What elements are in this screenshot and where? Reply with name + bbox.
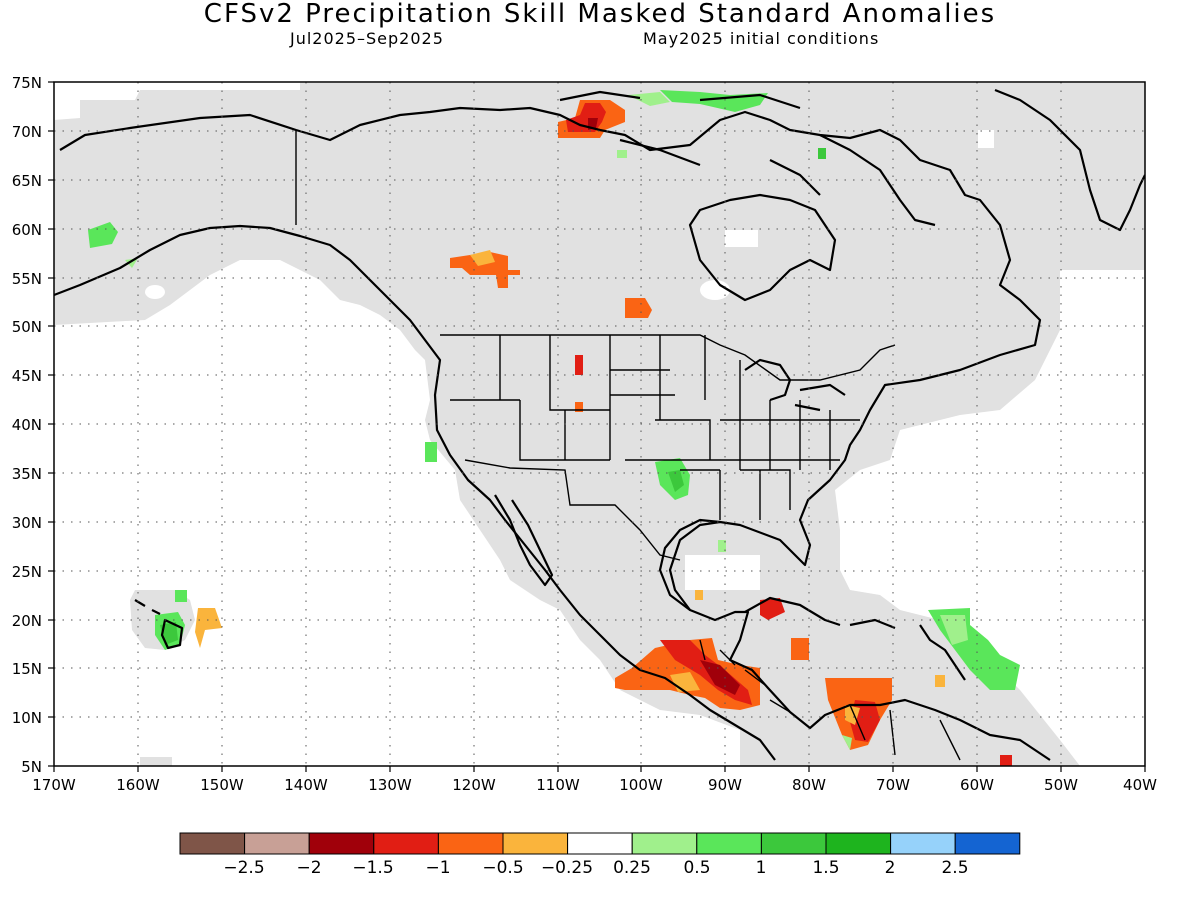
colorbar-label: 1.5 (812, 858, 839, 878)
coastline-baffin (819, 134, 936, 227)
colorbar-label: −1.5 (352, 858, 393, 878)
latitude-labels: 75N 70N 65N 60N 55N 50N 45N 40N 35N 30N … (12, 74, 42, 776)
forecast-period: Jul2025–Sep2025 (290, 29, 444, 48)
borders-central-america (699, 639, 791, 713)
lon-label: 130W (368, 776, 412, 794)
lon-label: 160W (116, 776, 160, 794)
lon-label: 50W (1044, 776, 1078, 794)
lon-label: 120W (452, 776, 496, 794)
border-us-canada (440, 334, 896, 381)
lat-label: 75N (12, 74, 42, 92)
anomaly-negative-cuba (760, 598, 785, 620)
colorbar-swatch (567, 832, 633, 855)
anomaly-negative-montana (575, 355, 583, 375)
coastline-hispaniola (849, 618, 896, 630)
anomaly-negative-canada (450, 252, 520, 288)
colorbar-swatch (502, 832, 569, 855)
colorbar-label: −2 (296, 858, 321, 878)
lat-label: 65N (12, 172, 42, 190)
lat-label: 15N (12, 660, 42, 678)
initial-conditions: May2025 initial conditions (643, 29, 880, 48)
coastline-great-lakes (744, 358, 846, 412)
colorbar-label: 2 (885, 858, 896, 878)
colorbar-swatch (179, 832, 246, 855)
colorbar-swatch (760, 832, 827, 855)
coastline-cuba (744, 596, 841, 627)
coastlines (54, 88, 1145, 761)
colorbar-label: 0.5 (683, 858, 710, 878)
coastline-greenland (994, 88, 1145, 232)
lat-label: 70N (12, 123, 42, 141)
borders-us-states (450, 335, 860, 520)
coastline-arctic-islands (559, 90, 821, 196)
colorbar-labels: −2.5 −2 −1.5 −1 −0.5 −0.25 0.25 0.5 1 1.… (223, 858, 968, 878)
lon-label: 170W (32, 776, 76, 794)
border-us-mexico (464, 459, 681, 561)
colorbar-label: 1 (756, 858, 767, 878)
colorbar-swatch (244, 832, 310, 855)
lat-label: 55N (12, 270, 42, 288)
colorbar-swatch (308, 832, 375, 855)
map-title: CFSv2 Precipitation Skill Masked Standar… (203, 0, 997, 29)
lat-label: 25N (12, 563, 42, 581)
coastline-north-america (59, 106, 1051, 761)
longitude-labels: 170W 160W 150W 140W 130W 120W 110W 100W … (32, 776, 1157, 794)
colorbar-swatch (825, 832, 892, 855)
lat-label: 30N (12, 514, 42, 532)
colorbar (179, 832, 1021, 855)
lat-label: 40N (12, 416, 42, 434)
lon-label: 100W (619, 776, 663, 794)
lon-label: 60W (960, 776, 994, 794)
colorbar-swatch (954, 832, 1021, 855)
colorbar-label: −1 (425, 858, 450, 878)
lon-label: 110W (536, 776, 580, 794)
colorbar-swatch (437, 832, 504, 855)
lat-label: 50N (12, 318, 42, 336)
lat-label: 45N (12, 367, 42, 385)
lat-label: 5N (21, 758, 42, 776)
lon-label: 40W (1123, 776, 1157, 794)
gridlines (54, 82, 1145, 766)
borders-south-america (849, 704, 961, 761)
coastline-hawaii (134, 599, 184, 650)
coastline-pacific (54, 224, 776, 761)
lat-label: 35N (12, 465, 42, 483)
colorbar-swatch (631, 832, 698, 855)
coastline-hudson-bay (688, 193, 837, 302)
lat-label: 20N (12, 612, 42, 630)
lat-label: 10N (12, 709, 42, 727)
colorbar-label: −0.25 (541, 858, 593, 878)
colorbar-swatch (890, 832, 956, 855)
colorbar-label: 0.25 (613, 858, 651, 878)
colorbar-swatch (696, 832, 762, 855)
tick-marks (48, 81, 1146, 772)
lon-label: 70W (876, 776, 910, 794)
lon-label: 80W (792, 776, 826, 794)
colorbar-label: −2.5 (223, 858, 264, 878)
coastline-lesser-antilles (919, 624, 966, 681)
lon-label: 140W (284, 776, 328, 794)
colorbar-label: 2.5 (941, 858, 968, 878)
colorbar-label: −0.5 (482, 858, 523, 878)
mask-holes (145, 130, 994, 590)
political-borders (295, 130, 961, 761)
lon-label: 150W (200, 776, 244, 794)
colorbar-swatch (373, 832, 439, 855)
lat-label: 60N (12, 221, 42, 239)
coastline-gulf (658, 518, 721, 611)
lon-label: 90W (708, 776, 742, 794)
anomaly-positive-alaska (88, 222, 118, 248)
coastline-baja (494, 494, 554, 587)
